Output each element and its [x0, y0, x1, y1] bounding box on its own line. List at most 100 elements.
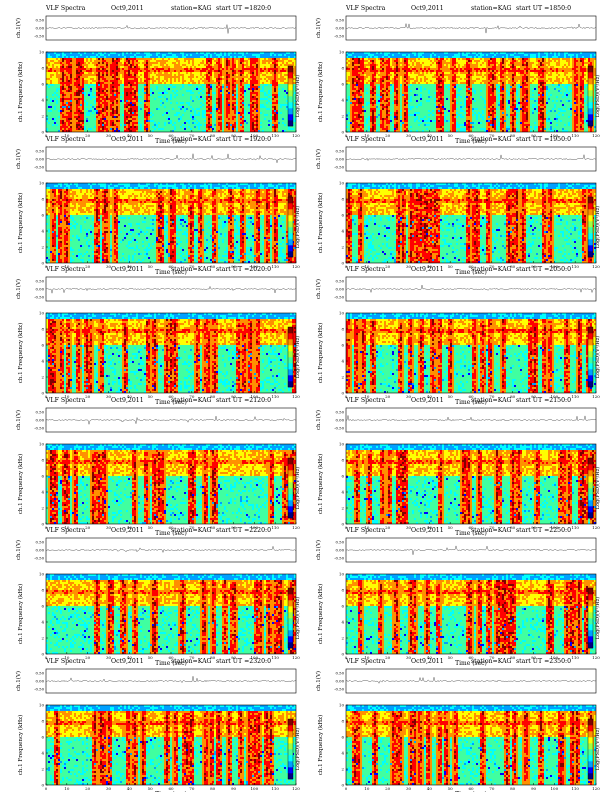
waveform-tick-label: 0.50: [336, 148, 345, 153]
colorbar: [288, 197, 293, 257]
spectrogram-image: [346, 705, 596, 785]
y-tick-label: 2: [341, 244, 344, 249]
x-tick-label: 50: [148, 786, 154, 791]
colorbar-segment: [288, 630, 293, 636]
y-tick-label: 10: [39, 702, 45, 707]
colorbar-segment: [588, 375, 593, 381]
colorbar-segment: [588, 630, 593, 636]
colorbar-segment: [588, 221, 593, 227]
x-tick-label: 90: [531, 786, 537, 791]
y-tick-label: 4: [41, 98, 44, 103]
spectrogram-image: [46, 313, 296, 393]
x-tick-label: 110: [271, 786, 279, 791]
colorbar-segment: [588, 476, 593, 482]
colorbar-segment: [288, 72, 293, 78]
colorbar-segment: [288, 458, 293, 464]
colorbar-segment: [588, 500, 593, 506]
y-tick-label: 2: [341, 636, 344, 641]
y-tick-label: 6: [341, 343, 344, 348]
y-tick-label: 10: [339, 572, 345, 577]
y-tick-label: 6: [341, 82, 344, 87]
spectrogram-panel: VLF Spectra Oct9,2011 station=KAG start UT …: [6, 396, 306, 526]
y-tick-label: 10: [39, 311, 45, 316]
colorbar-segment: [288, 120, 293, 126]
waveform-tick-label: -0.50: [334, 164, 344, 169]
colorbar-segment: [288, 642, 293, 648]
colorbar: [588, 719, 593, 779]
y-tick-label: 8: [341, 588, 344, 593]
colorbar-segment: [288, 719, 293, 725]
waveform-axis-label: ch.1(V): [15, 279, 22, 299]
y-axis-label: ch.1 Frequency (kHz): [17, 323, 24, 383]
x-tick-label: 100: [251, 786, 259, 791]
x-tick-label: 90: [231, 786, 237, 791]
colorbar-segment: [288, 363, 293, 369]
spectrogram-panel: VLF Spectra Oct9,2011 station=KAG start UT …: [6, 4, 306, 134]
colorbar-segment: [288, 470, 293, 476]
y-tick-label: 4: [41, 228, 44, 233]
waveform-tick-label: 0.50: [336, 540, 345, 545]
y-tick-label: 8: [41, 327, 44, 332]
colorbar-segment: [588, 767, 593, 773]
colorbar-label: Log(PSD)(V²/Hz): [294, 727, 301, 769]
colorbar-segment: [588, 363, 593, 369]
colorbar-segment: [588, 773, 593, 779]
colorbar-segment: [288, 114, 293, 120]
colorbar-segment: [288, 227, 293, 233]
y-tick-label: 6: [341, 604, 344, 609]
colorbar-segment: [588, 108, 593, 114]
colorbar-segment: [288, 375, 293, 381]
y-axis-label: ch.1 Frequency (kHz): [317, 192, 324, 252]
y-axis-label: ch.1 Frequency (kHz): [317, 323, 324, 383]
y-tick-label: 2: [41, 375, 44, 380]
colorbar-segment: [288, 761, 293, 767]
colorbar-segment: [288, 108, 293, 114]
y-tick-label: 6: [41, 734, 44, 739]
y-axis-label: ch.1 Frequency (kHz): [17, 714, 24, 774]
waveform-tick-label: 0.00: [36, 548, 45, 553]
waveform-tick-label: 0.50: [336, 670, 345, 675]
colorbar-segment: [288, 381, 293, 387]
waveform-tick-label: -0.50: [334, 34, 344, 39]
spectrogram-panel: VLF Spectra Oct9,2011 station=KAG start UT …: [306, 657, 606, 787]
colorbar-segment: [588, 339, 593, 345]
x-tick-label: 120: [292, 786, 300, 791]
colorbar-segment: [288, 464, 293, 470]
y-axis-label: ch.1 Frequency (kHz): [17, 584, 24, 644]
y-tick-label: 4: [41, 489, 44, 494]
colorbar-segment: [588, 78, 593, 84]
colorbar-segment: [288, 494, 293, 500]
colorbar-segment: [288, 624, 293, 630]
y-tick-label: 4: [41, 750, 44, 755]
colorbar-segment: [588, 227, 593, 233]
colorbar-label: Log(PSD)(V²/Hz): [594, 205, 601, 247]
colorbar-segment: [288, 96, 293, 102]
colorbar-segment: [288, 251, 293, 257]
y-tick-label: 6: [41, 212, 44, 217]
y-axis-label: ch.1 Frequency (kHz): [317, 584, 324, 644]
waveform-tick-label: 0.50: [36, 409, 45, 414]
y-tick-label: 6: [341, 734, 344, 739]
colorbar-segment: [288, 767, 293, 773]
spectrogram-panel: VLF Spectra Oct9,2011 station=KAG start UT …: [6, 135, 306, 265]
x-tick-label: 10: [364, 786, 370, 791]
colorbar-segment: [588, 594, 593, 600]
colorbar-segment: [588, 90, 593, 96]
y-tick-label: 10: [39, 180, 45, 185]
colorbar-segment: [288, 594, 293, 600]
y-tick-label: 8: [341, 457, 344, 462]
waveform-axis-label: ch.1(V): [15, 540, 22, 560]
colorbar-segment: [288, 215, 293, 221]
colorbar-segment: [288, 369, 293, 375]
colorbar-segment: [288, 351, 293, 357]
waveform-tick-label: 0.00: [36, 678, 45, 683]
colorbar-segment: [588, 737, 593, 743]
waveform-tick-label: 0.50: [336, 18, 345, 23]
colorbar-segment: [588, 381, 593, 387]
colorbar-segment: [588, 506, 593, 512]
colorbar-segment: [288, 233, 293, 239]
spectrogram-image: [46, 705, 296, 785]
colorbar-segment: [288, 506, 293, 512]
colorbar-segment: [288, 239, 293, 245]
